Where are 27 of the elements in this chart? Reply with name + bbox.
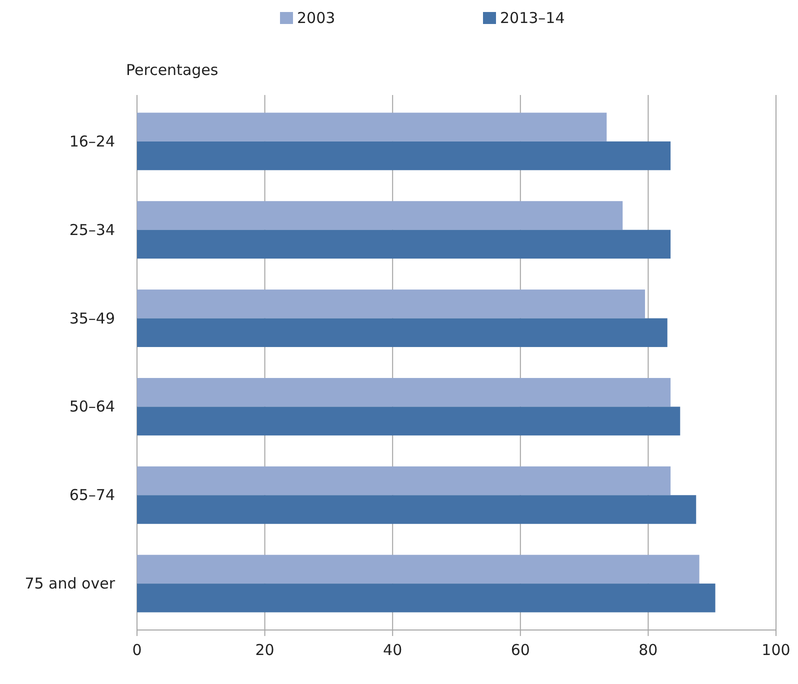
legend-label: 2003: [297, 9, 336, 27]
x-tick-label: 60: [510, 641, 530, 659]
bar: [137, 495, 696, 524]
bar: [137, 554, 700, 584]
y-tick-label: 75 and over: [24, 574, 116, 593]
x-tick-label: 20: [255, 641, 274, 659]
bar: [137, 112, 607, 142]
y-tick-label: 25–34: [69, 220, 115, 239]
x-tick-label: 80: [638, 641, 658, 659]
y-tick-label: 35–49: [69, 309, 115, 328]
bar: [137, 230, 671, 259]
x-tick-label: 100: [762, 641, 790, 659]
bar: [137, 378, 671, 407]
bar: [137, 141, 671, 170]
bar: [137, 584, 716, 612]
y-tick-label: 50–64: [69, 398, 115, 416]
bar: [137, 466, 671, 496]
bar: [137, 290, 646, 318]
bar: [137, 201, 623, 230]
bar: [137, 318, 668, 348]
legend-label: 2013–14: [500, 9, 565, 27]
x-tick-label: 0: [132, 641, 142, 659]
y-axis-title: Percentages: [126, 61, 218, 79]
y-tick-label: 16–24: [69, 132, 115, 150]
bar: [137, 406, 680, 436]
x-tick-label: 40: [383, 641, 402, 659]
y-tick-label: 65–74: [69, 486, 115, 504]
